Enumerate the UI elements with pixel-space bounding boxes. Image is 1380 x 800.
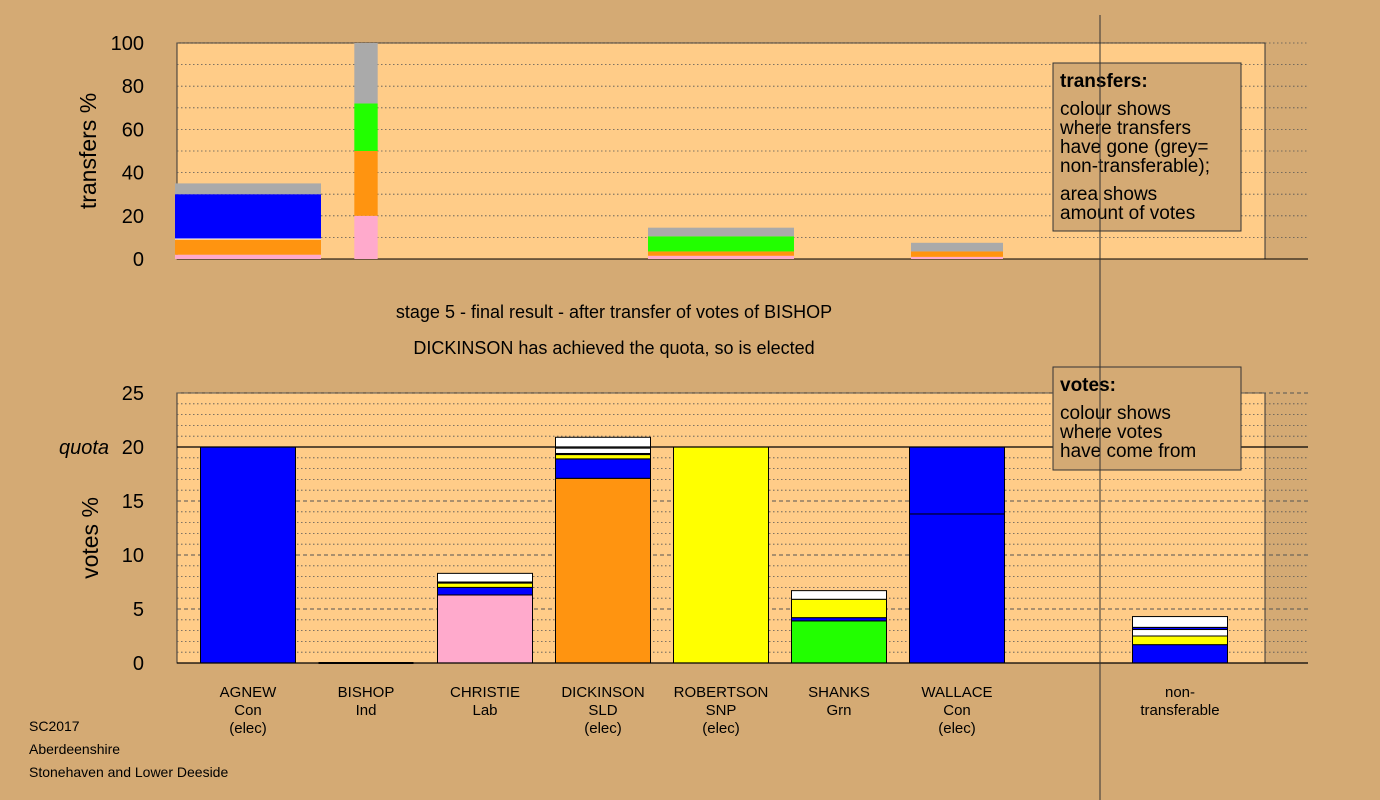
candidate-party: Con xyxy=(943,702,971,719)
transfers-y-axis-label: transfers % xyxy=(75,93,101,209)
transfer-bar-segment xyxy=(354,215,378,259)
votes-y-tick-label: 5 xyxy=(133,599,144,621)
transfer-bar-segment xyxy=(354,43,378,104)
nontransferable-bar-segment xyxy=(1132,629,1228,637)
transfer-bar-segment xyxy=(648,227,794,237)
votes-legend-text: have come from xyxy=(1060,441,1196,462)
footer-election: SC2017 xyxy=(29,718,80,734)
votes-legend-text: colour shows xyxy=(1060,403,1171,424)
nontransferable-bar-segment xyxy=(1132,644,1228,664)
votes-y-tick-label: 25 xyxy=(122,383,144,405)
transfers-y-tick-label: 60 xyxy=(122,119,144,141)
transfers-legend-text: amount of votes xyxy=(1060,203,1195,224)
candidate-name: BISHOP xyxy=(338,684,395,701)
candidate-status: (elec) xyxy=(584,720,622,737)
vote-bar-segment xyxy=(555,447,651,454)
vote-bar-segment xyxy=(555,436,651,449)
transfers-y-tick-label: 40 xyxy=(122,163,144,185)
candidate-name: AGNEW xyxy=(220,684,278,701)
votes-legend-text: where votes xyxy=(1059,422,1162,443)
transfer-bar-segment xyxy=(648,251,794,256)
vote-bar-segment xyxy=(555,454,651,460)
quota-label: quota xyxy=(59,437,109,459)
transfers-legend-text: non-transferable); xyxy=(1060,156,1210,177)
vote-bar-segment xyxy=(791,590,887,600)
vote-bar-segment xyxy=(673,446,769,664)
transfer-bar-segment xyxy=(354,151,378,216)
candidate-name: DICKINSON xyxy=(561,684,644,701)
transfer-bar-segment xyxy=(175,254,321,259)
transfers-legend-text: have gone (grey= xyxy=(1060,137,1208,158)
nontransferable-label: non- xyxy=(1165,684,1195,701)
transfers-y-tick-label: 100 xyxy=(111,33,144,55)
transfers-y-tick-label: 0 xyxy=(133,249,144,271)
transfers-y-tick-label: 20 xyxy=(122,206,144,228)
transfer-bar-segment xyxy=(648,236,794,252)
votes-y-tick-label: 20 xyxy=(122,437,144,459)
candidate-party: SLD xyxy=(588,702,617,719)
candidate-name: ROBERTSON xyxy=(674,684,769,701)
transfers-legend-box xyxy=(1052,62,1242,232)
transfers-legend-title: transfers: xyxy=(1060,71,1148,92)
votes-legend-title: votes: xyxy=(1060,375,1116,396)
vote-bar-segment xyxy=(555,458,651,479)
candidate-party: Con xyxy=(234,702,262,719)
transfers-legend-text: where transfers xyxy=(1059,118,1191,139)
transfer-bar-segment xyxy=(175,183,321,195)
vote-bar-segment xyxy=(437,582,533,588)
vote-bar-segment xyxy=(791,620,887,664)
transfer-bar-segment xyxy=(175,239,321,255)
vote-bar-segment xyxy=(791,598,887,619)
transfers-legend-text: area shows xyxy=(1060,184,1157,205)
vote-bar-segment xyxy=(909,513,1005,664)
transfers-y-tick-label: 80 xyxy=(122,76,144,98)
candidate-status: (elec) xyxy=(702,720,740,737)
transfers-legend-text: colour shows xyxy=(1060,99,1171,120)
vote-bar-segment xyxy=(437,586,533,596)
candidate-party: Ind xyxy=(356,702,377,719)
candidate-name: WALLACE xyxy=(921,684,992,701)
result-heading: DICKINSON has achieved the quota, so is … xyxy=(413,338,814,358)
candidate-status: (elec) xyxy=(229,720,267,737)
candidate-name: SHANKS xyxy=(808,684,870,701)
votes-y-axis-label: votes % xyxy=(77,497,103,579)
vote-bar-segment xyxy=(555,477,651,664)
transfer-bar-segment xyxy=(648,255,794,259)
nontransferable-bar-segment xyxy=(1132,616,1228,628)
transfer-bar-segment xyxy=(911,242,1003,252)
nontransferable-label: transferable xyxy=(1140,702,1219,719)
transfer-bar-segment xyxy=(175,238,321,240)
transfer-bar-segment xyxy=(911,256,1003,259)
stage-heading: stage 5 - final result - after transfer … xyxy=(396,302,832,322)
footer-council: Aberdeenshire xyxy=(29,741,121,757)
footer-ward: Stonehaven and Lower Deeside xyxy=(29,764,229,780)
vote-bar-segment xyxy=(437,594,533,664)
transfer-bar-segment xyxy=(354,103,378,151)
transfer-bar-segment xyxy=(175,194,321,239)
vote-bar-segment xyxy=(437,572,533,583)
votes-y-tick-label: 15 xyxy=(122,491,144,513)
nontransferable-bar-segment xyxy=(1132,635,1228,646)
vote-bar-segment xyxy=(200,446,296,664)
candidate-status: (elec) xyxy=(938,720,976,737)
votes-legend-box xyxy=(1052,366,1242,471)
candidate-party: Lab xyxy=(472,702,497,719)
votes-y-tick-label: 0 xyxy=(133,653,144,675)
candidate-name: CHRISTIE xyxy=(450,684,520,701)
votes-y-tick-label: 10 xyxy=(122,545,144,567)
candidate-party: Grn xyxy=(826,702,851,719)
vote-bar-segment xyxy=(909,446,1005,515)
candidate-party: SNP xyxy=(706,702,737,719)
transfer-bar-segment xyxy=(911,251,1003,257)
